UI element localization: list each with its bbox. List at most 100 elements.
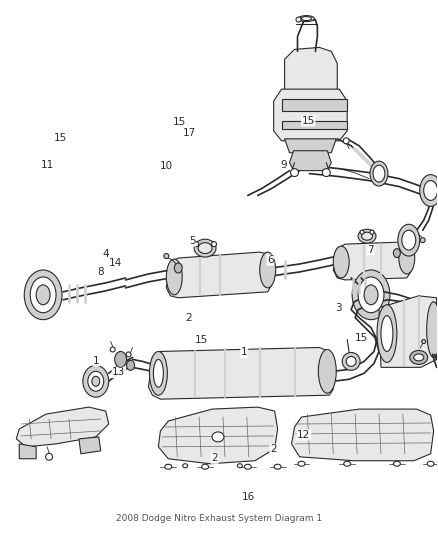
Ellipse shape — [343, 138, 349, 144]
Text: 11: 11 — [40, 160, 54, 170]
Ellipse shape — [402, 230, 416, 250]
Ellipse shape — [88, 372, 104, 391]
Ellipse shape — [149, 351, 167, 395]
Ellipse shape — [83, 365, 109, 397]
Ellipse shape — [30, 277, 56, 313]
Text: 15: 15 — [172, 117, 186, 127]
Ellipse shape — [318, 350, 336, 393]
Ellipse shape — [420, 238, 425, 243]
Ellipse shape — [352, 270, 390, 320]
Ellipse shape — [301, 17, 311, 21]
Ellipse shape — [212, 241, 216, 247]
Text: 3: 3 — [336, 303, 342, 313]
Ellipse shape — [370, 230, 374, 234]
Ellipse shape — [414, 354, 424, 361]
Ellipse shape — [346, 357, 356, 366]
Ellipse shape — [358, 229, 376, 243]
Text: 15: 15 — [355, 333, 368, 343]
Text: 15: 15 — [302, 116, 315, 126]
Text: 2: 2 — [270, 444, 277, 454]
Ellipse shape — [344, 461, 351, 466]
Ellipse shape — [198, 243, 212, 254]
Ellipse shape — [244, 464, 251, 469]
Polygon shape — [148, 348, 333, 399]
Ellipse shape — [427, 461, 434, 466]
Text: 2008 Dodge Nitro Exhaust System Diagram 1: 2008 Dodge Nitro Exhaust System Diagram … — [116, 514, 322, 523]
Polygon shape — [19, 444, 36, 459]
Text: 2: 2 — [185, 313, 192, 324]
Polygon shape — [292, 409, 434, 461]
Ellipse shape — [165, 464, 172, 469]
Text: 8: 8 — [97, 267, 104, 277]
Text: 17: 17 — [183, 128, 196, 138]
Text: 7: 7 — [367, 245, 374, 255]
Ellipse shape — [342, 352, 360, 370]
Ellipse shape — [424, 181, 438, 200]
Ellipse shape — [377, 305, 397, 362]
Ellipse shape — [398, 224, 420, 256]
Ellipse shape — [373, 165, 385, 182]
Ellipse shape — [362, 232, 373, 240]
Polygon shape — [79, 437, 101, 454]
Ellipse shape — [393, 248, 400, 257]
Ellipse shape — [127, 360, 134, 370]
Polygon shape — [16, 407, 109, 447]
Ellipse shape — [290, 168, 298, 176]
Text: 13: 13 — [112, 367, 126, 377]
Text: 4: 4 — [102, 249, 109, 259]
Ellipse shape — [201, 464, 208, 469]
Ellipse shape — [260, 252, 276, 288]
Ellipse shape — [422, 340, 426, 343]
Ellipse shape — [46, 453, 53, 461]
Text: 5: 5 — [189, 236, 195, 246]
Text: 16: 16 — [242, 492, 255, 502]
Polygon shape — [274, 89, 347, 141]
Ellipse shape — [298, 15, 314, 21]
Polygon shape — [333, 242, 411, 280]
Bar — [282, 121, 347, 129]
Ellipse shape — [274, 464, 281, 469]
Text: 9: 9 — [280, 160, 287, 170]
Ellipse shape — [322, 168, 330, 176]
Text: 10: 10 — [159, 161, 173, 171]
Ellipse shape — [24, 270, 62, 320]
Ellipse shape — [183, 464, 188, 468]
Ellipse shape — [393, 461, 400, 466]
Text: 6: 6 — [267, 255, 274, 265]
Polygon shape — [290, 151, 331, 171]
Ellipse shape — [166, 259, 182, 295]
Ellipse shape — [212, 432, 224, 442]
Ellipse shape — [364, 285, 378, 305]
Ellipse shape — [427, 302, 438, 358]
Ellipse shape — [405, 240, 409, 244]
Text: 12: 12 — [297, 430, 311, 440]
Ellipse shape — [381, 316, 393, 351]
Ellipse shape — [92, 376, 100, 386]
Polygon shape — [159, 407, 278, 464]
Ellipse shape — [420, 175, 438, 206]
Bar — [282, 99, 347, 111]
Ellipse shape — [153, 359, 163, 387]
Ellipse shape — [298, 461, 305, 466]
Ellipse shape — [237, 464, 242, 468]
Ellipse shape — [174, 263, 182, 273]
Polygon shape — [285, 47, 337, 91]
Ellipse shape — [194, 239, 216, 257]
Ellipse shape — [333, 246, 349, 278]
Ellipse shape — [370, 161, 388, 186]
Text: 15: 15 — [53, 133, 67, 143]
Text: 1: 1 — [93, 356, 99, 366]
Text: 15: 15 — [195, 335, 208, 345]
Ellipse shape — [358, 277, 384, 313]
Ellipse shape — [110, 347, 115, 352]
Ellipse shape — [194, 241, 198, 247]
Ellipse shape — [399, 242, 415, 274]
Polygon shape — [166, 252, 272, 298]
Ellipse shape — [115, 351, 127, 367]
Text: 1: 1 — [241, 348, 247, 357]
Ellipse shape — [36, 285, 50, 305]
Ellipse shape — [164, 254, 169, 259]
Text: 2: 2 — [212, 453, 218, 463]
Text: 14: 14 — [109, 259, 122, 268]
Ellipse shape — [410, 351, 427, 365]
